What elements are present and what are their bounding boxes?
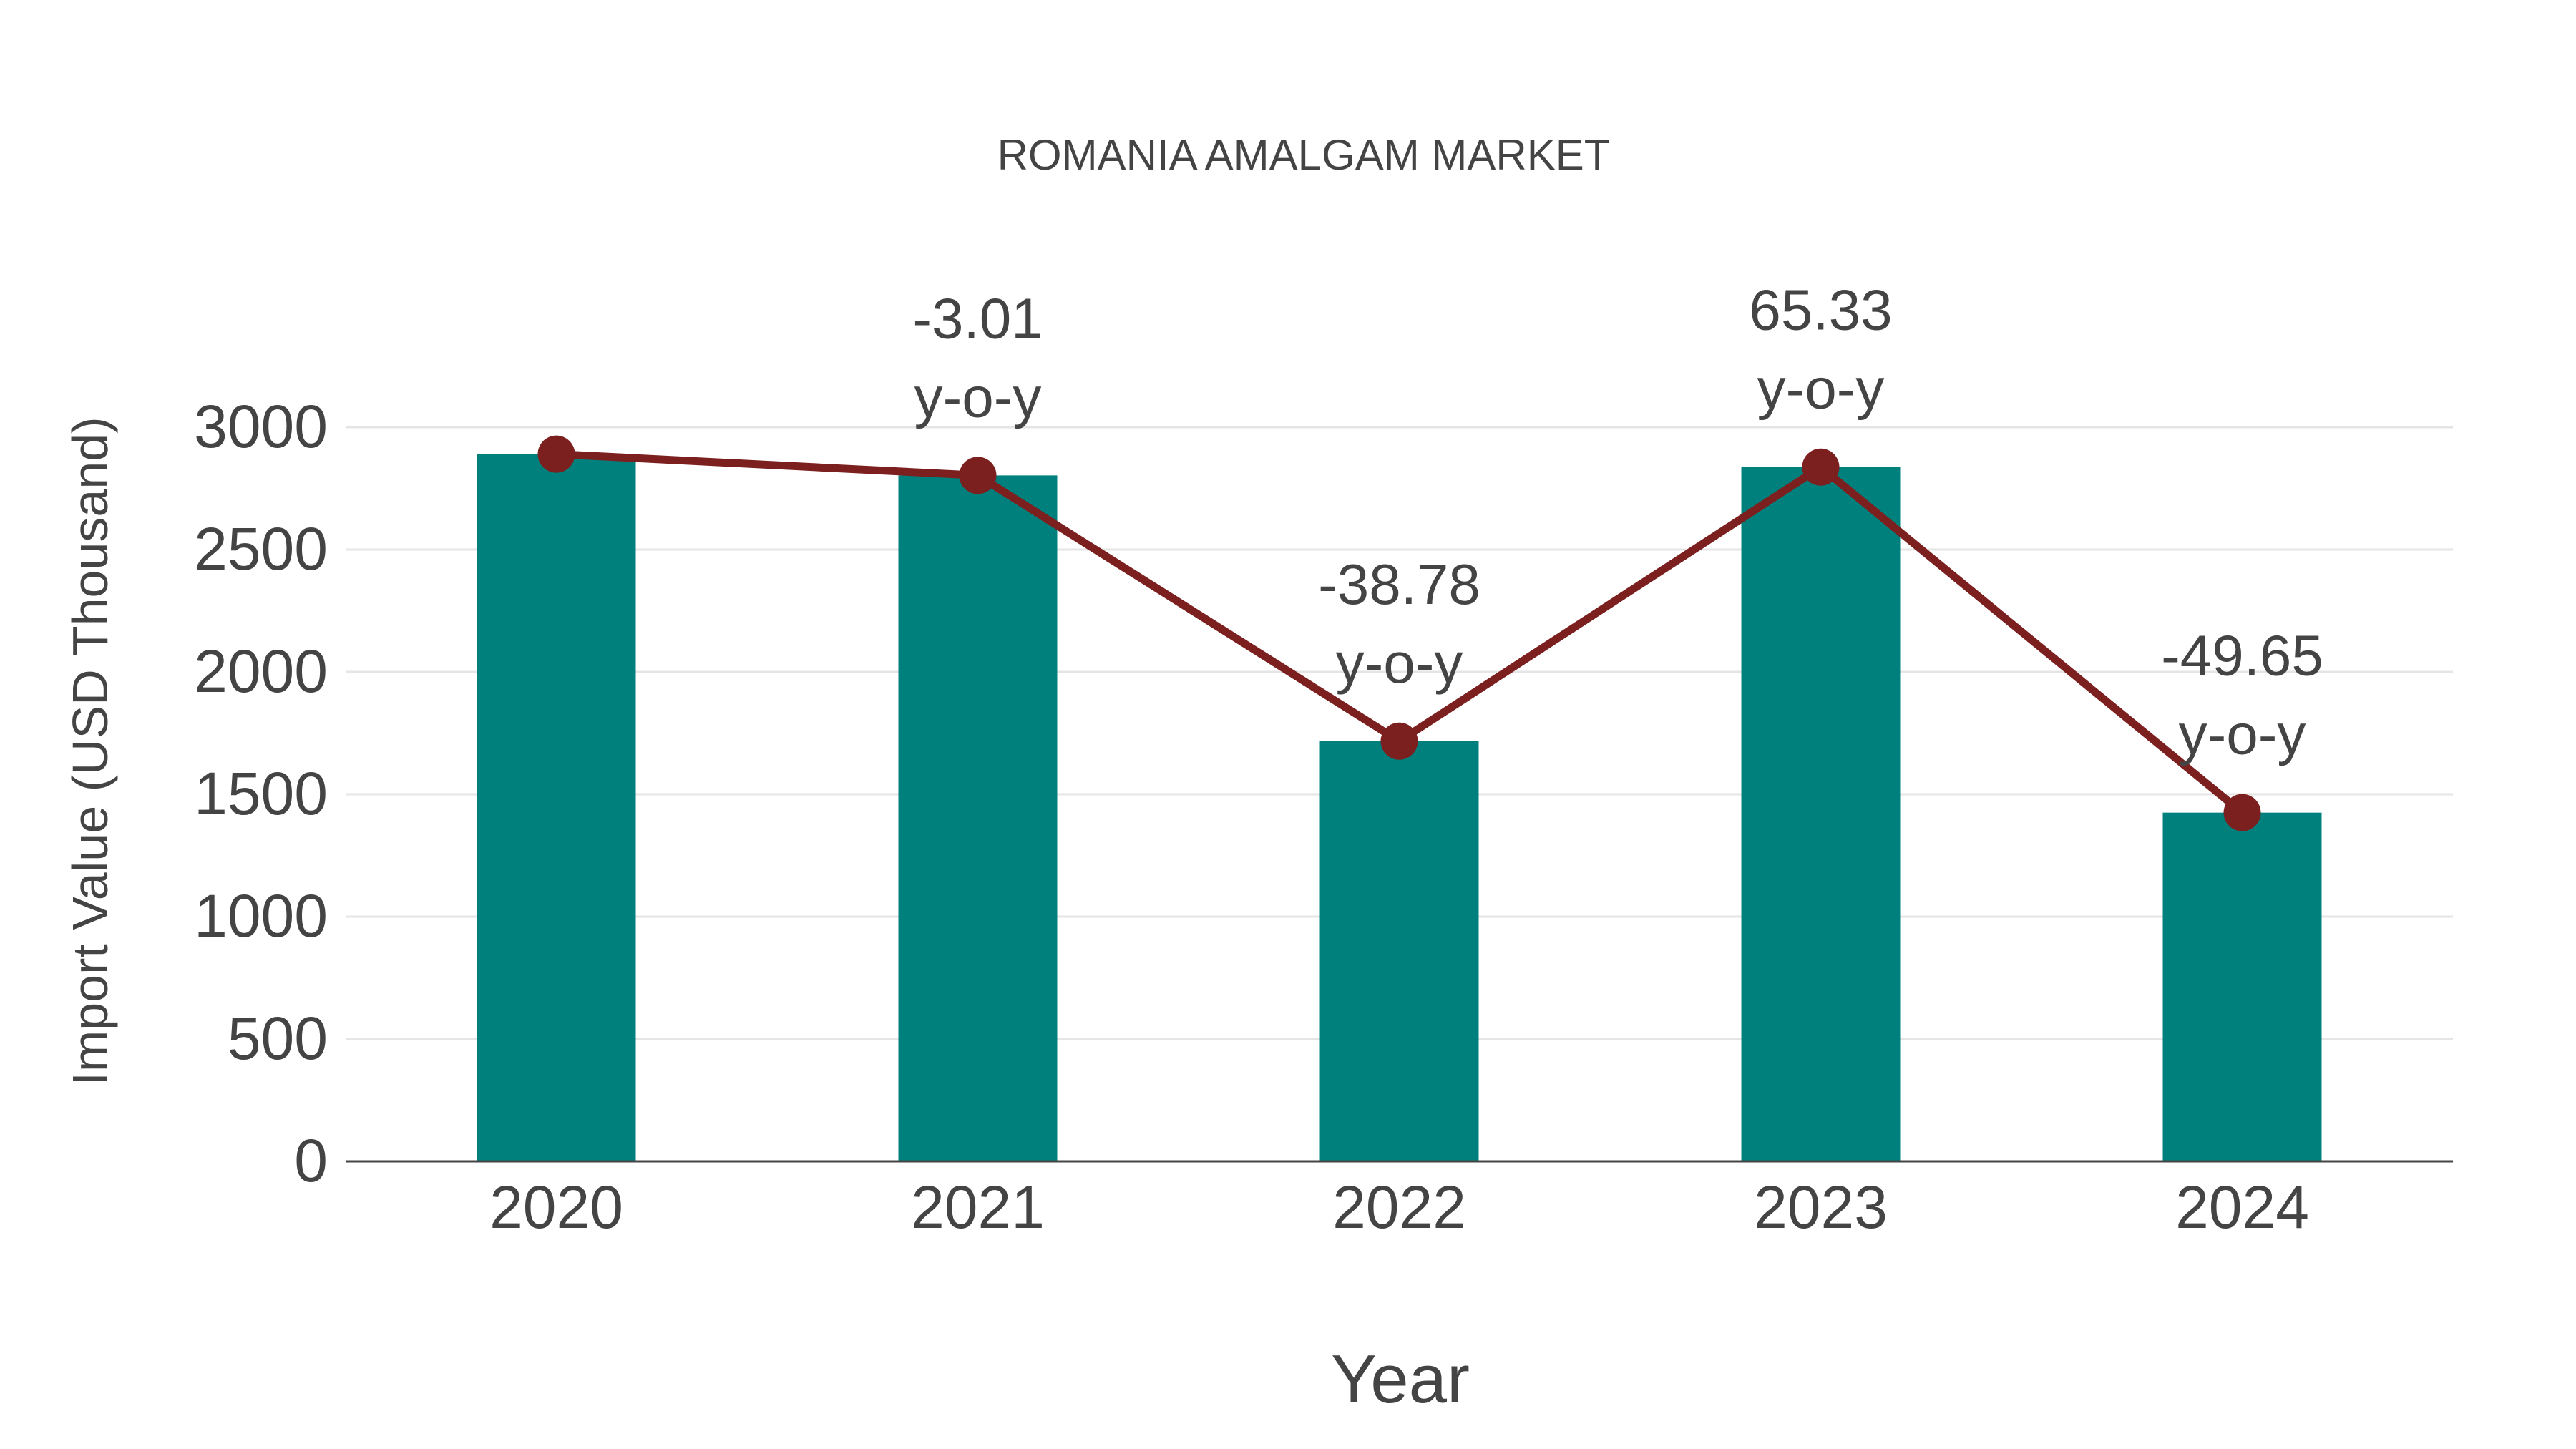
bar-2020 [477, 454, 636, 1161]
yoy-suffix: y-o-y [2179, 703, 2306, 766]
chart-title: ROMANIA AMALGAM MARKET [997, 131, 1611, 179]
trend-marker [2223, 794, 2261, 831]
bars [477, 454, 2322, 1161]
trend-marker [1802, 448, 1840, 486]
trend-line [537, 435, 2261, 831]
x-tick-label: 2022 [1332, 1174, 1466, 1241]
y-tick-label: 500 [228, 1005, 328, 1072]
x-axis-ticks: 2020 2021 2022 2023 2024 [489, 1174, 2309, 1241]
yoy-value: -38.78 [1318, 552, 1480, 616]
y-tick-label: 2500 [194, 515, 328, 582]
x-tick-label: 2023 [1754, 1174, 1888, 1241]
x-tick-label: 2024 [2175, 1174, 2309, 1241]
y-tick-label: 0 [294, 1127, 328, 1194]
trend-marker [1380, 722, 1418, 760]
bar-2024 [2162, 812, 2322, 1161]
yoy-value: -49.65 [2161, 624, 2323, 688]
y-tick-label: 3000 [194, 393, 328, 460]
yoy-suffix: y-o-y [1336, 631, 1463, 695]
y-axis-title: Import Value (USD Thousand) [62, 416, 118, 1085]
y-tick-label: 1000 [194, 882, 328, 950]
yoy-value: -3.01 [912, 286, 1043, 350]
x-tick-label: 2021 [911, 1174, 1045, 1241]
yoy-suffix: y-o-y [1757, 357, 1885, 421]
x-axis-title: Year [1331, 1341, 1470, 1418]
y-tick-label: 2000 [194, 638, 328, 705]
yoy-value: 65.33 [1749, 278, 1892, 342]
bar-2022 [1319, 741, 1479, 1161]
bar-2023 [1741, 467, 1901, 1161]
y-tick-label: 1500 [194, 760, 328, 827]
x-tick-label: 2020 [489, 1174, 623, 1241]
y-axis-ticks: 0 500 1000 1500 2000 2500 3000 [194, 393, 328, 1194]
trend-marker [537, 435, 575, 473]
yoy-suffix: y-o-y [914, 365, 1042, 429]
bar-2021 [898, 475, 1058, 1161]
trend-marker [959, 457, 997, 494]
yoy-annotations: -3.01 y-o-y -38.78 y-o-y 65.33 y-o-y -49.65 y-o… [912, 278, 2323, 766]
